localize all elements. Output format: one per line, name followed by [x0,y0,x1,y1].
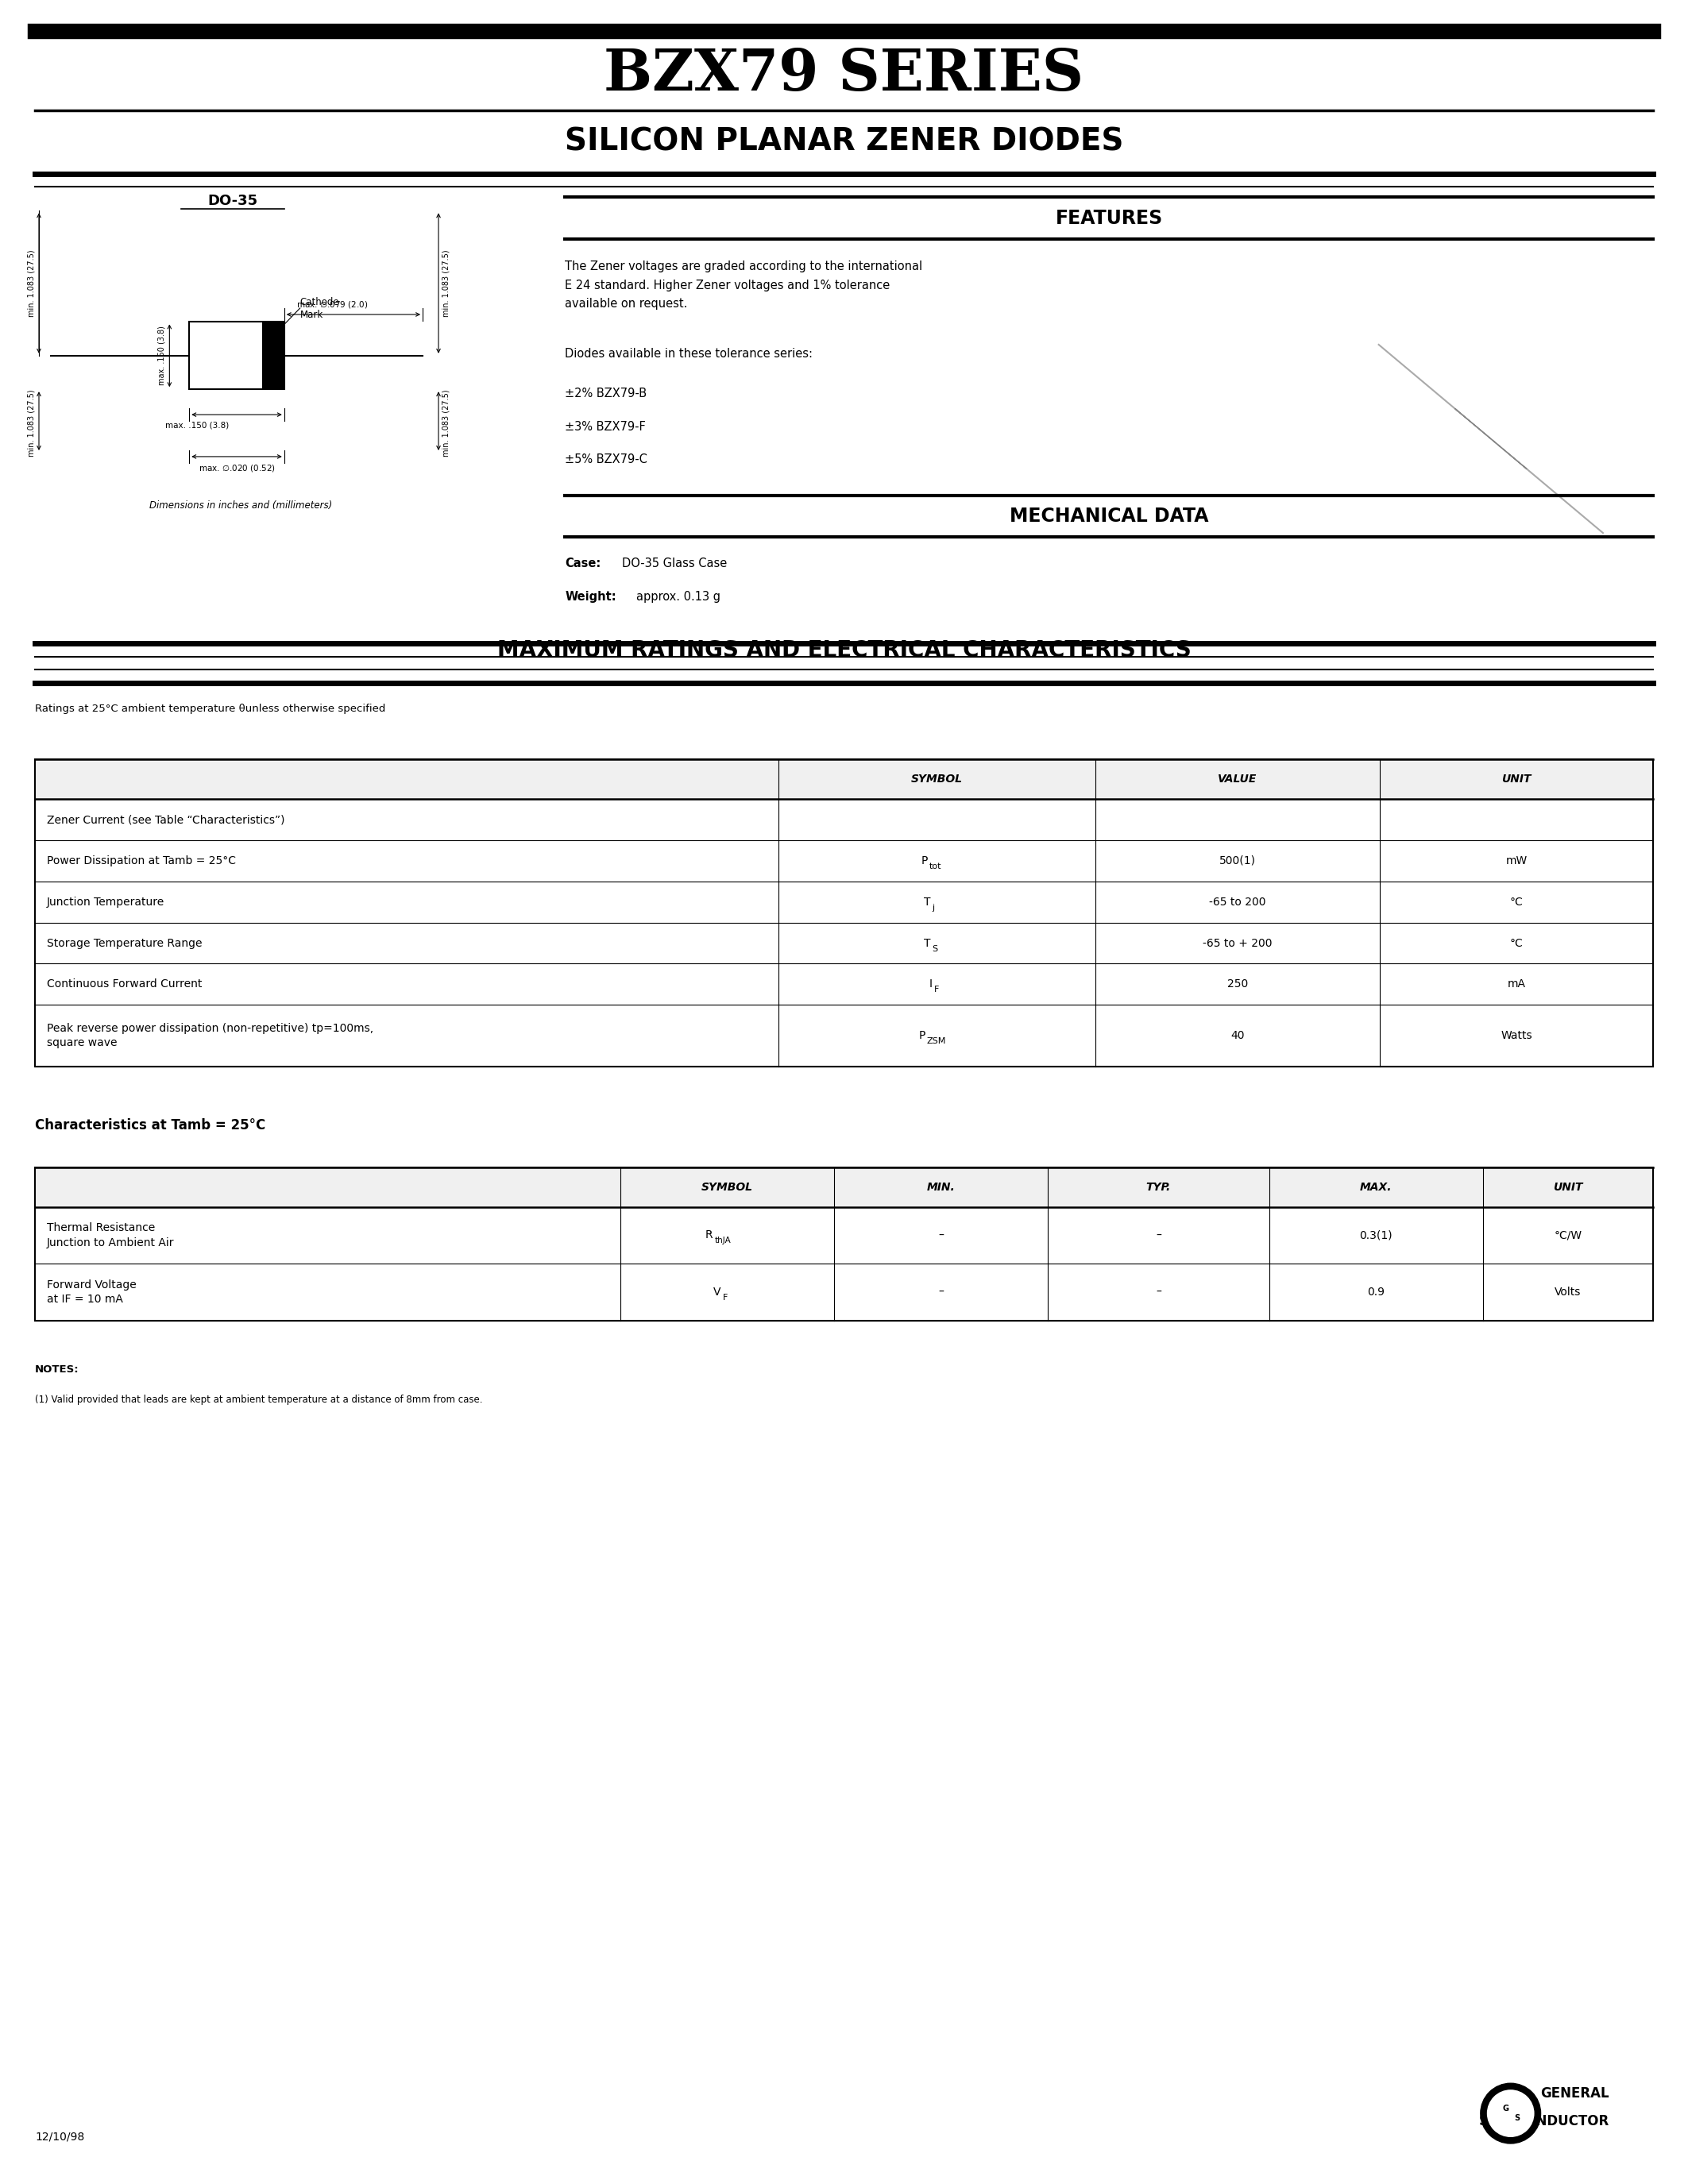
Text: SILICON PLANAR ZENER DIODES: SILICON PLANAR ZENER DIODES [564,127,1124,157]
Text: UNIT: UNIT [1553,1182,1583,1192]
Text: I: I [928,978,932,989]
Text: min. 1.083 (27.5): min. 1.083 (27.5) [442,249,451,317]
Text: G: G [1502,2105,1509,2112]
Text: 12/10/98: 12/10/98 [35,2132,84,2143]
Text: TYP.: TYP. [1146,1182,1171,1192]
Text: Forward Voltage
at IF = 10 mA: Forward Voltage at IF = 10 mA [47,1280,137,1306]
Text: T: T [923,937,930,948]
Text: max. $\varnothing$.020 (0.52): max. $\varnothing$.020 (0.52) [197,463,275,474]
Text: –: – [1156,1286,1161,1297]
Text: MAXIMUM RATINGS AND ELECTRICAL CHARACTERISTICS: MAXIMUM RATINGS AND ELECTRICAL CHARACTER… [496,640,1192,662]
Text: mW: mW [1506,856,1528,867]
Text: 0.3(1): 0.3(1) [1359,1230,1393,1241]
Text: The Zener voltages are graded according to the international
E 24 standard. High: The Zener voltages are graded according … [565,260,923,310]
Text: P: P [918,1031,925,1042]
Text: UNIT: UNIT [1502,773,1531,784]
Bar [35,1166,1653,1321]
Text: P: P [922,856,927,867]
Bar [35,1166,1653,1208]
Text: max. .150 (3.8): max. .150 (3.8) [165,422,230,428]
Text: (1) Valid provided that leads are kept at ambient temperature at a distance of 8: (1) Valid provided that leads are kept a… [35,1393,483,1404]
Text: MAX.: MAX. [1361,1182,1393,1192]
Text: 40: 40 [1231,1031,1244,1042]
Polygon shape [1455,408,1526,470]
Text: Peak reverse power dissipation (non-repetitive) tp=100ms,
square wave: Peak reverse power dissipation (non-repe… [47,1022,373,1048]
Text: Characteristics at Tamb = 25°C: Characteristics at Tamb = 25°C [35,1118,265,1133]
Text: Case:: Case: [565,557,601,570]
Text: Watts: Watts [1501,1031,1533,1042]
Text: Continuous Forward Current: Continuous Forward Current [47,978,203,989]
Text: SYMBOL: SYMBOL [912,773,962,784]
Text: -65 to 200: -65 to 200 [1209,895,1266,909]
Text: DO-35 Glass Case: DO-35 Glass Case [623,557,728,570]
Text: NOTES:: NOTES: [35,1365,79,1374]
Text: Zener Current (see Table “Characteristics”): Zener Current (see Table “Characteristic… [47,815,285,826]
Text: Diodes available in these tolerance series:: Diodes available in these tolerance seri… [565,347,814,360]
Text: tot: tot [928,863,942,869]
Text: 0.9: 0.9 [1367,1286,1384,1297]
Text: –: – [939,1230,944,1241]
Circle shape [1480,2084,1541,2143]
Text: –: – [939,1286,944,1297]
Text: MIN.: MIN. [927,1182,955,1192]
Text: Ratings at 25°C ambient temperature θunless otherwise specified: Ratings at 25°C ambient temperature θunl… [35,703,385,714]
Text: min. 1.083 (27.5): min. 1.083 (27.5) [27,249,35,317]
Text: min. 1.083 (27.5): min. 1.083 (27.5) [442,389,451,456]
Text: ±5% BZX79-C: ±5% BZX79-C [565,454,648,465]
Text: FEATURES: FEATURES [1055,210,1163,227]
Text: °C: °C [1509,895,1523,909]
Text: thJA: thJA [714,1236,731,1245]
Text: max. $\varnothing$.079 (2.0): max. $\varnothing$.079 (2.0) [295,299,368,310]
Text: -65 to + 200: -65 to + 200 [1204,937,1273,948]
Text: T: T [923,895,930,909]
Bar [189,321,284,389]
Text: Dimensions in inches and (millimeters): Dimensions in inches and (millimeters) [149,500,333,511]
Text: MECHANICAL DATA: MECHANICAL DATA [1009,507,1209,526]
Text: SYMBOL: SYMBOL [702,1182,753,1192]
Text: R: R [706,1230,712,1241]
Text: V: V [714,1286,721,1297]
Text: ±3% BZX79-F: ±3% BZX79-F [565,422,647,432]
Text: °C: °C [1509,937,1523,948]
Text: mA: mA [1507,978,1526,989]
Text: min. 1.083 (27.5): min. 1.083 (27.5) [27,389,35,456]
Text: j: j [932,904,935,911]
Text: S: S [932,946,939,952]
Text: VALUE: VALUE [1219,773,1258,784]
Text: Junction Temperature: Junction Temperature [47,895,165,909]
Text: max. .150 (3.8): max. .150 (3.8) [157,325,165,384]
Text: Volts: Volts [1555,1286,1582,1297]
Text: SEMICONDUCTOR: SEMICONDUCTOR [1479,2114,1610,2129]
Text: Thermal Resistance
Junction to Ambient Air: Thermal Resistance Junction to Ambient A… [47,1223,174,1249]
Text: 250: 250 [1227,978,1247,989]
Text: Weight:: Weight: [565,592,616,603]
Text: S: S [1514,2114,1519,2123]
Text: approx. 0.13 g: approx. 0.13 g [636,592,721,603]
Text: °C/W: °C/W [1555,1230,1582,1241]
Bar [35,760,1653,1066]
Text: GENERAL: GENERAL [1541,2086,1610,2101]
Text: Power Dissipation at Tamb = 25°C: Power Dissipation at Tamb = 25°C [47,856,236,867]
Bar [262,321,284,389]
Text: ±2% BZX79-B: ±2% BZX79-B [565,387,647,400]
Text: Cathode
Mark: Cathode Mark [300,297,339,319]
Text: BZX79 SERIES: BZX79 SERIES [604,46,1084,103]
Bar [35,760,1653,799]
Text: F: F [722,1293,728,1302]
Text: F: F [933,985,939,994]
Text: DO-35: DO-35 [208,194,258,207]
Circle shape [1487,2090,1534,2138]
Text: Storage Temperature Range: Storage Temperature Range [47,937,203,948]
Text: 500(1): 500(1) [1219,856,1256,867]
Text: –: – [1156,1230,1161,1241]
Text: ZSM: ZSM [927,1037,945,1046]
